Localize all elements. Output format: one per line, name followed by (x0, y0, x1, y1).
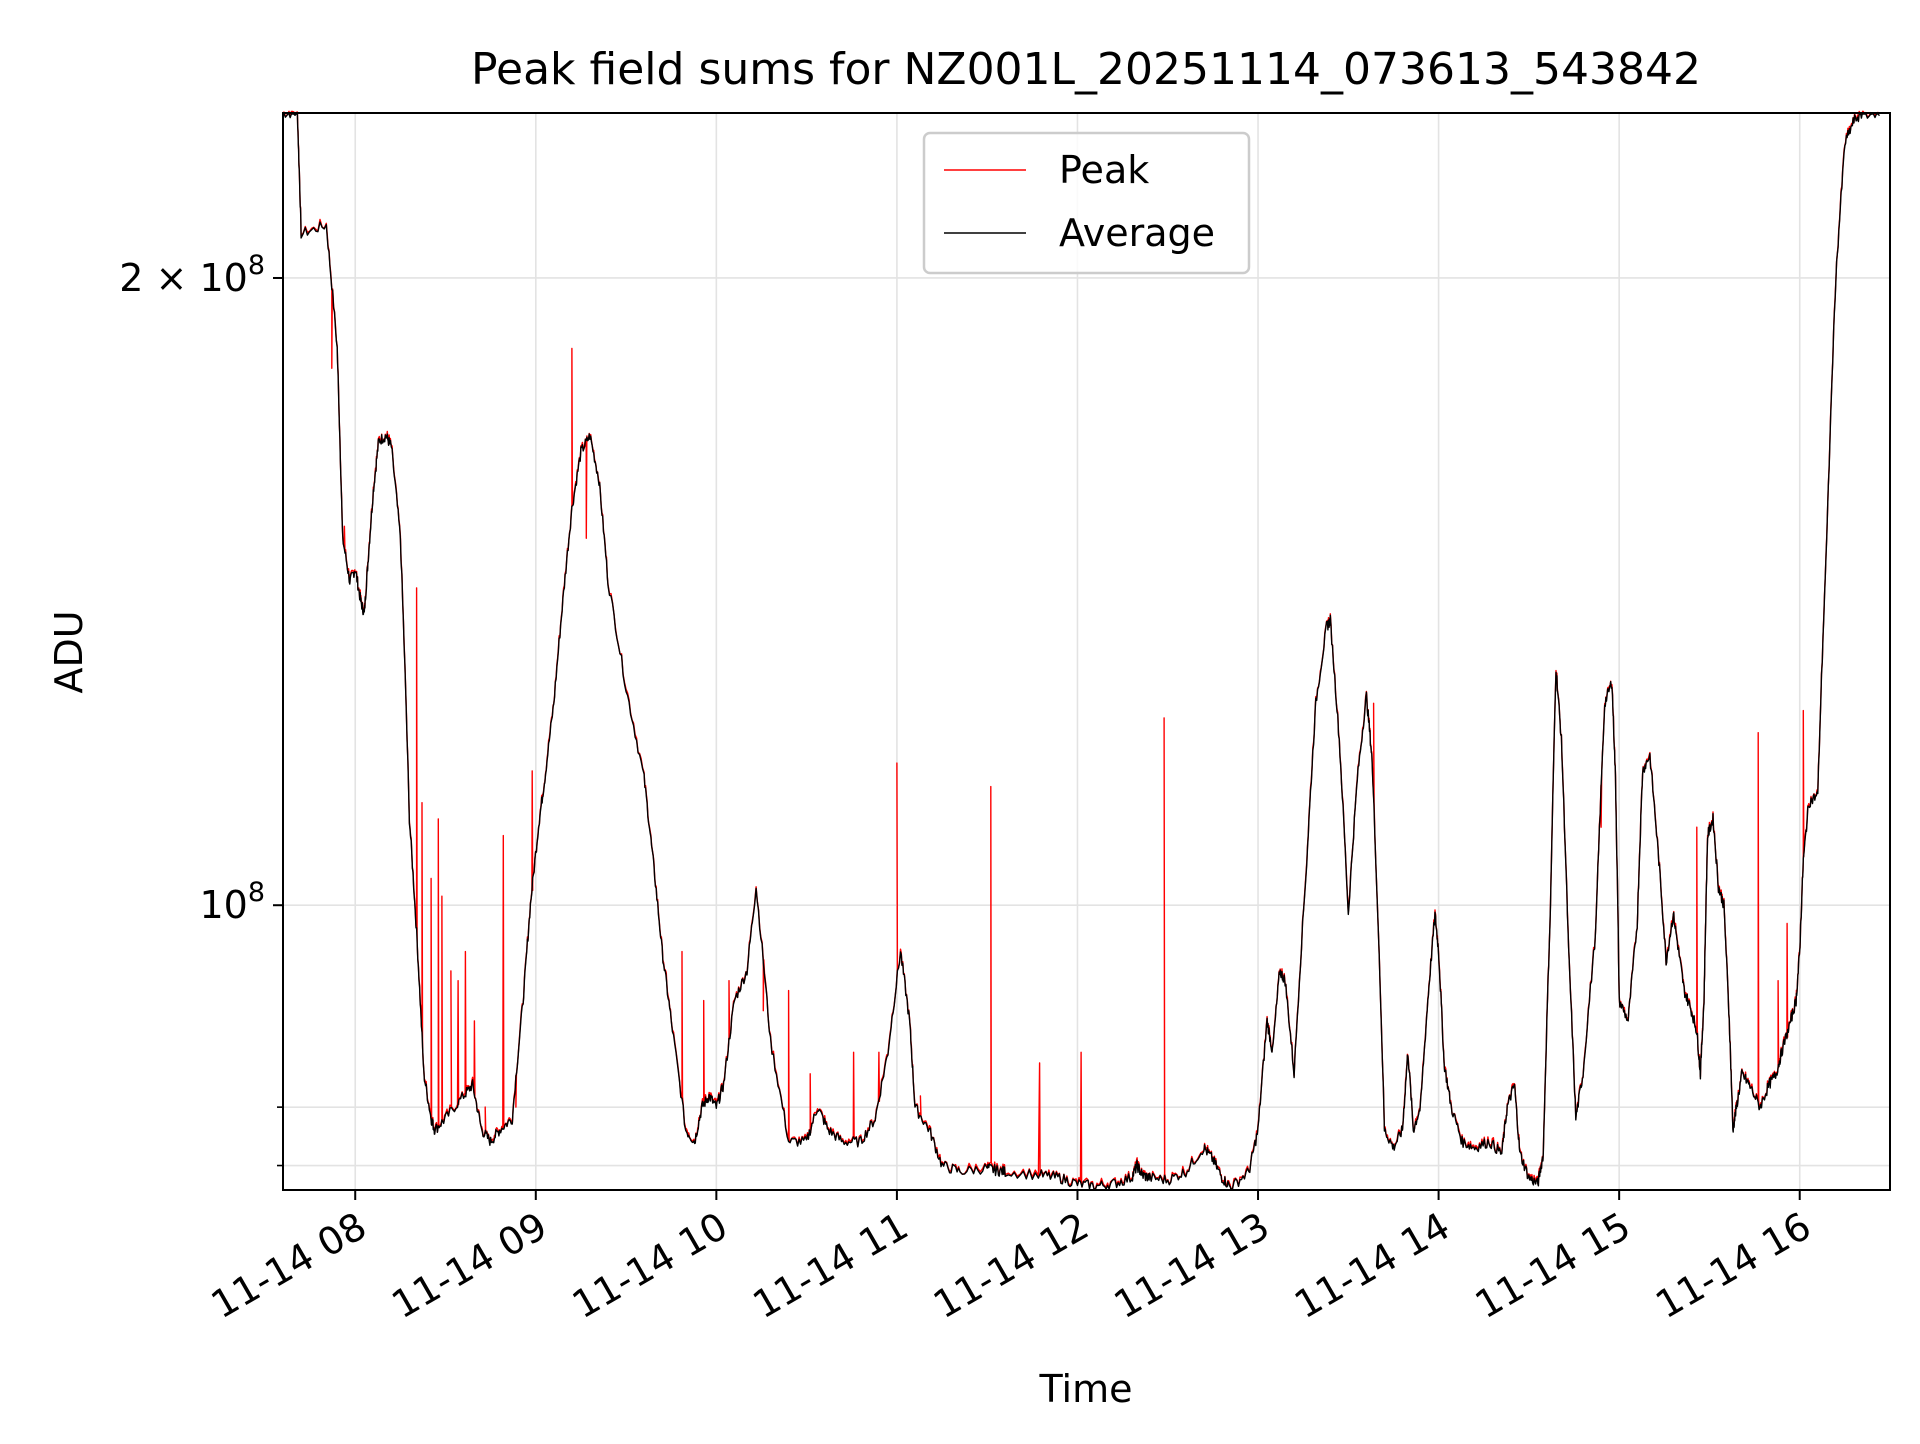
y-tick-label-exponent: 8 (248, 250, 265, 281)
legend-frame (922, 131, 1251, 275)
x-tick-label: 11-14 12 (926, 1204, 1096, 1328)
y-tick-label-exponent: 8 (248, 877, 265, 908)
x-tick-label: 11-14 11 (745, 1204, 915, 1328)
average-series-line (283, 113, 1881, 1190)
x-tick-label: 11-14 09 (384, 1204, 554, 1328)
chart-title: Peak field sums for NZ001L_20251114_0736… (471, 44, 1701, 95)
y-tick-label: 2 × 108 (119, 250, 265, 300)
x-axis-label: Time (1039, 1367, 1133, 1411)
legend-average-label: Average (1059, 211, 1215, 255)
y-tick-label: 108 (199, 877, 265, 927)
x-tick-label: 11-14 14 (1287, 1204, 1457, 1328)
x-tick-label: 11-14 16 (1648, 1204, 1818, 1328)
x-tick-label: 11-14 08 (204, 1204, 374, 1328)
x-tick-label: 11-14 10 (565, 1204, 735, 1328)
x-tick-label: 11-14 13 (1107, 1204, 1277, 1328)
y-tick-label-base: 10 (199, 883, 247, 927)
x-tick-label: 11-14 15 (1468, 1204, 1638, 1328)
grid-layer (283, 113, 1890, 1190)
plot-frame (282, 112, 1891, 1191)
legend: Peak Average (922, 131, 1251, 275)
legend-peak-label: Peak (1059, 148, 1149, 192)
y-tick-label-base: 2 × 10 (119, 256, 248, 300)
y-axis-label: ADU (47, 610, 91, 693)
series-layer (282, 110, 1881, 1190)
